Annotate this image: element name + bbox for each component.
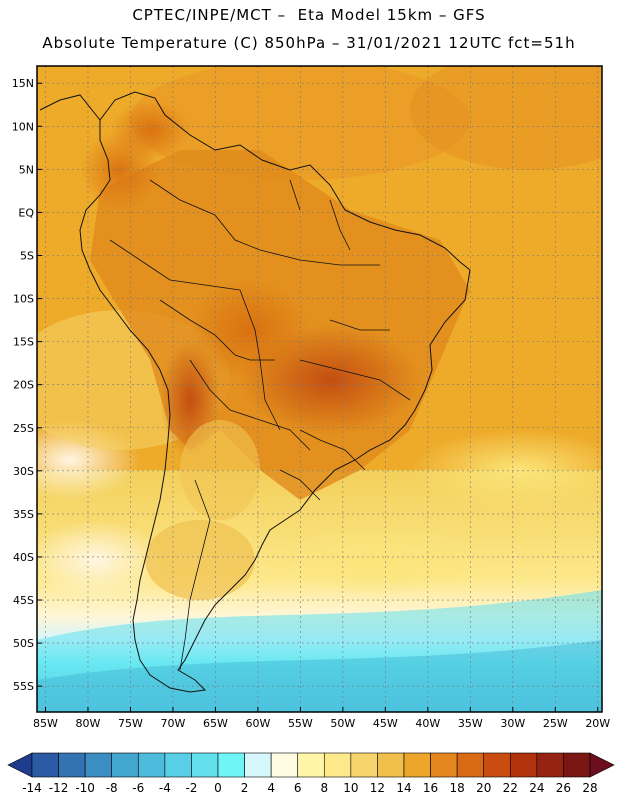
lon-tick-label: 75W xyxy=(118,717,143,730)
lat-tick-label: 40S xyxy=(13,551,34,564)
latitude-axis: 15N 10N 5N EQ 5S 10S 15S 20S 25S 30S 35S 40S 45S 50S 5… xyxy=(12,77,42,693)
colorbar-bin xyxy=(297,752,325,778)
colorbar-label: 24 xyxy=(529,781,544,795)
colorbar-label: -14 xyxy=(22,781,42,795)
colorbar-bin xyxy=(137,752,166,778)
colorbar-label: 14 xyxy=(396,781,411,795)
colorbar-label: 22 xyxy=(503,781,518,795)
map-title: CPTEC/INPE/MCT – Eta Model 15km – GFS xyxy=(132,6,486,24)
lat-tick-label: 35S xyxy=(13,508,34,521)
colorbar-bin xyxy=(217,752,245,778)
colorbar-low-arrow xyxy=(7,752,33,778)
lat-tick-label: 10N xyxy=(12,120,34,133)
colorbar-bin xyxy=(509,752,538,778)
lon-tick-label: 85W xyxy=(33,717,58,730)
colorbar: -14 -12 -10 -8 -6 -4 -2 0 2 4 6 8 10 12 14 16 18 20 22 24 26… xyxy=(7,752,615,795)
country-borders xyxy=(109,179,411,671)
map-frame xyxy=(36,65,603,713)
colorbar-bin xyxy=(31,752,59,778)
colorbar-label: -6 xyxy=(132,781,144,795)
lon-tick-label: 60W xyxy=(245,717,270,730)
lon-tick-label: 70W xyxy=(161,717,186,730)
colorbar-label: 18 xyxy=(450,781,465,795)
colorbar-label: -12 xyxy=(49,781,69,795)
colorbar-bin xyxy=(164,752,192,778)
lat-tick-label: 5N xyxy=(19,163,34,176)
lon-tick-label: 45W xyxy=(373,717,398,730)
lat-tick-label: 5S xyxy=(20,249,34,262)
lon-tick-label: 50W xyxy=(330,717,355,730)
lat-tick-label: 45S xyxy=(13,594,34,607)
colorbar-bin xyxy=(111,752,139,778)
colorbar-label: 20 xyxy=(476,781,491,795)
coastline xyxy=(39,91,471,693)
colorbar-bin xyxy=(191,752,219,778)
lon-tick-label: 25W xyxy=(543,717,568,730)
lon-tick-label: 40W xyxy=(415,717,440,730)
colorbar-bin xyxy=(430,752,458,778)
lat-tick-label: 25S xyxy=(13,422,34,435)
lat-tick-label: 15N xyxy=(12,77,34,90)
colorbar-label: 8 xyxy=(320,781,328,795)
colorbar-label: 10 xyxy=(343,781,358,795)
lon-tick-label: 65W xyxy=(203,717,228,730)
colorbar-label: 4 xyxy=(267,781,275,795)
colorbar-bin xyxy=(456,752,485,778)
lon-tick-label: 35W xyxy=(458,717,483,730)
colorbar-label: 26 xyxy=(556,781,571,795)
colorbar-bin xyxy=(563,752,591,778)
colorbar-label: 28 xyxy=(582,781,597,795)
colorbar-label: 16 xyxy=(423,781,438,795)
map-subtitle: Absolute Temperature (C) 850hPa – 31/01/… xyxy=(42,34,576,52)
lat-tick-label: 15S xyxy=(13,336,34,349)
lat-tick-label: EQ xyxy=(18,206,34,219)
grid-lines xyxy=(37,66,602,712)
colorbar-bin xyxy=(350,752,378,778)
longitude-axis: 85W 80W 75W 70W 65W 60W 55W 50W 45W 40W 35W 30W 25W 2… xyxy=(33,707,610,730)
lat-tick-label: 30S xyxy=(13,465,34,478)
colorbar-label: 6 xyxy=(294,781,302,795)
colorbar-bin xyxy=(536,752,564,778)
colorbar-bin xyxy=(244,752,272,778)
lon-tick-label: 20W xyxy=(585,717,610,730)
colorbar-label: 2 xyxy=(241,781,249,795)
colorbar-bin xyxy=(84,752,113,778)
colorbar-label: 12 xyxy=(370,781,385,795)
colorbar-high-arrow xyxy=(589,752,615,778)
colorbar-label: -2 xyxy=(185,781,197,795)
colorbar-bin xyxy=(377,752,405,778)
lat-tick-label: 20S xyxy=(13,379,34,392)
colorbar-label: 0 xyxy=(214,781,222,795)
lon-tick-label: 30W xyxy=(500,717,525,730)
colorbar-bin xyxy=(270,752,299,778)
lon-tick-label: 80W xyxy=(76,717,101,730)
lat-tick-label: 50S xyxy=(13,637,34,650)
lon-tick-label: 55W xyxy=(288,717,313,730)
colorbar-bin xyxy=(483,752,511,778)
lat-tick-label: 10S xyxy=(13,293,34,306)
colorbar-label: -10 xyxy=(75,781,95,795)
colorbar-bin xyxy=(58,752,86,778)
colorbar-label: -4 xyxy=(159,781,171,795)
colorbar-label: -8 xyxy=(106,781,118,795)
colorbar-bin xyxy=(323,752,352,778)
temperature-field xyxy=(37,66,602,712)
lat-tick-label: 55S xyxy=(13,680,34,693)
colorbar-bin xyxy=(403,752,431,778)
